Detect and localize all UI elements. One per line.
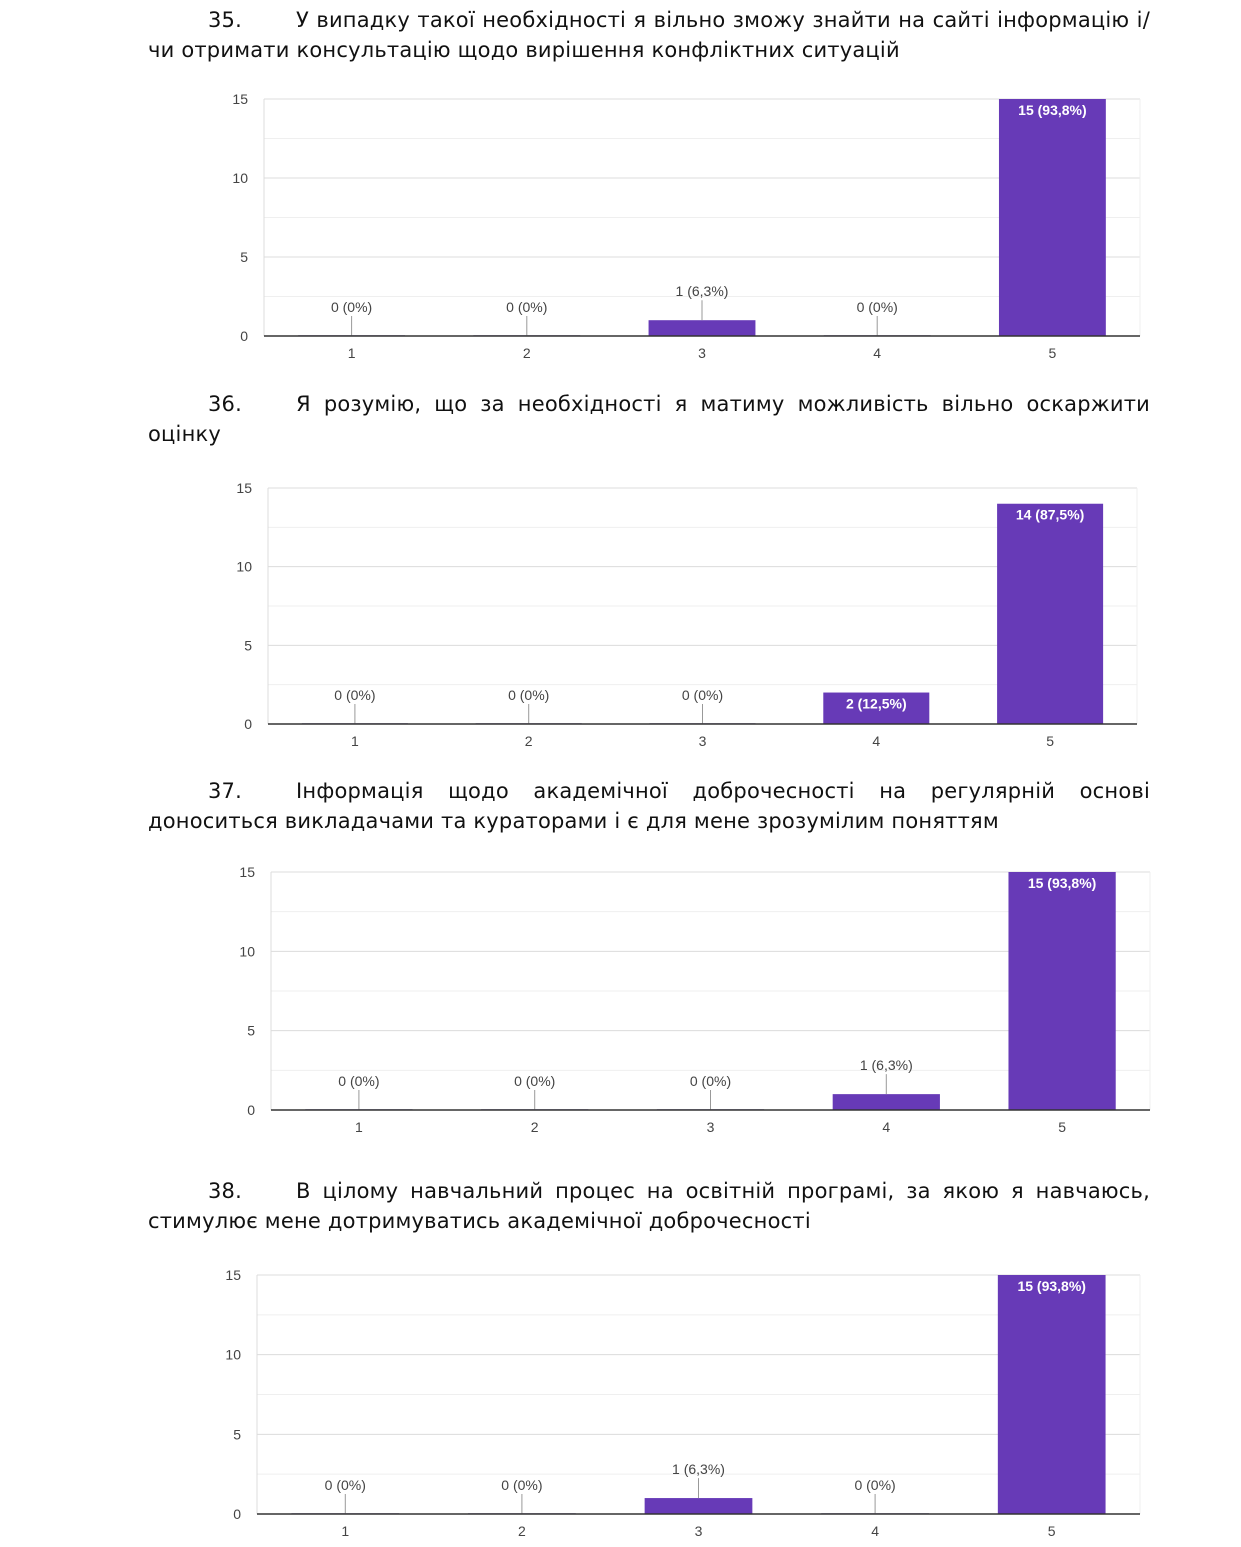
data-label: 15 (93,8%) bbox=[1018, 102, 1086, 118]
question-number: 38. bbox=[208, 1179, 242, 1203]
data-label: 0 (0%) bbox=[690, 1073, 731, 1089]
x-tick-label: 5 bbox=[1048, 1523, 1056, 1539]
x-tick-label: 3 bbox=[707, 1119, 715, 1135]
x-tick-label: 4 bbox=[882, 1119, 890, 1135]
data-label: 0 (0%) bbox=[854, 1477, 895, 1493]
data-label: 0 (0%) bbox=[331, 299, 372, 315]
y-tick-label: 5 bbox=[247, 1023, 255, 1039]
data-label: 0 (0%) bbox=[514, 1073, 555, 1089]
data-label: 0 (0%) bbox=[334, 687, 375, 703]
data-label: 0 (0%) bbox=[508, 687, 549, 703]
question-number: 36. bbox=[208, 392, 242, 416]
bar-4 bbox=[823, 692, 930, 724]
bar-chart-35: 0 5 10 15 0 (0%) 1 0 (0%) 2 1 (6,3%) 3 0 (0%) 4 15 (… bbox=[232, 91, 1141, 361]
y-tick-label: 5 bbox=[233, 1426, 241, 1442]
question-36: 36. Я розумію, що за необхідності я матим… bbox=[148, 389, 1150, 449]
bar-chart-36: 0 5 10 15 0 (0%) 1 0 (0%) 2 0 (0%) 3 2 (12,5%) 4 14 … bbox=[236, 480, 1138, 749]
y-tick-label: 0 bbox=[247, 1102, 255, 1118]
data-label: 0 (0%) bbox=[325, 1477, 366, 1493]
bar-chart-38: 0 5 10 15 0 (0%) 1 0 (0%) 2 1 (6,3%) 3 0 (0%) 4 15 (… bbox=[225, 1267, 1141, 1539]
x-tick-label: 1 bbox=[348, 345, 356, 361]
bar-5 bbox=[997, 1275, 1106, 1514]
question-37: 37. Інформація щодо академічної доброчесн… bbox=[148, 776, 1150, 836]
x-tick-label: 4 bbox=[872, 733, 880, 749]
bar-3 bbox=[644, 1498, 753, 1514]
x-tick-label: 1 bbox=[341, 1523, 349, 1539]
x-tick-label: 5 bbox=[1049, 345, 1057, 361]
x-tick-label: 3 bbox=[695, 1523, 703, 1539]
x-tick-label: 5 bbox=[1046, 733, 1054, 749]
y-tick-label: 15 bbox=[236, 480, 252, 496]
y-tick-label: 0 bbox=[233, 1506, 241, 1522]
question-number: 35. bbox=[208, 8, 242, 32]
y-tick-label: 15 bbox=[232, 91, 248, 107]
x-tick-label: 4 bbox=[873, 345, 881, 361]
x-tick-label: 2 bbox=[525, 733, 533, 749]
y-tick-label: 10 bbox=[232, 170, 248, 186]
bar-5 bbox=[997, 503, 1104, 724]
y-tick-label: 0 bbox=[244, 716, 252, 732]
data-label: 1 (6,3%) bbox=[676, 283, 729, 299]
y-tick-label: 5 bbox=[240, 249, 248, 265]
x-tick-label: 3 bbox=[698, 345, 706, 361]
data-label: 0 (0%) bbox=[338, 1073, 379, 1089]
data-label: 15 (93,8%) bbox=[1017, 1278, 1085, 1294]
x-tick-label: 1 bbox=[355, 1119, 363, 1135]
bar-4 bbox=[832, 1094, 940, 1110]
data-label: 2 (12,5%) bbox=[846, 696, 907, 712]
data-label: 14 (87,5%) bbox=[1016, 507, 1084, 523]
data-label: 0 (0%) bbox=[501, 1477, 542, 1493]
bar-chart-37: 0 5 10 15 0 (0%) 1 0 (0%) 2 0 (0%) 3 1 (6,3%) 4 15 (… bbox=[239, 864, 1151, 1135]
data-label: 0 (0%) bbox=[857, 299, 898, 315]
x-tick-label: 2 bbox=[518, 1523, 526, 1539]
data-label: 0 (0%) bbox=[682, 687, 723, 703]
x-tick-label: 2 bbox=[523, 345, 531, 361]
y-tick-label: 15 bbox=[225, 1267, 241, 1283]
bar-5 bbox=[1008, 872, 1116, 1110]
data-label: 1 (6,3%) bbox=[860, 1057, 913, 1073]
question-text: В цілому навчальний процес на освітній п… bbox=[148, 1179, 1150, 1233]
x-tick-label: 2 bbox=[531, 1119, 539, 1135]
x-tick-label: 5 bbox=[1058, 1119, 1066, 1135]
question-38: 38. В цілому навчальний процес на освітні… bbox=[148, 1176, 1150, 1236]
question-number: 37. bbox=[208, 779, 242, 803]
bar-5 bbox=[998, 99, 1106, 336]
y-tick-label: 0 bbox=[240, 328, 248, 344]
bar-3 bbox=[648, 320, 756, 336]
x-tick-label: 3 bbox=[699, 733, 707, 749]
data-label: 1 (6,3%) bbox=[672, 1461, 725, 1477]
question-text: Я розумію, що за необхідності я матиму м… bbox=[148, 392, 1150, 446]
x-tick-label: 1 bbox=[351, 733, 359, 749]
data-label: 15 (93,8%) bbox=[1028, 875, 1096, 891]
y-tick-label: 10 bbox=[239, 943, 255, 959]
question-text: Інформація щодо академічної доброчесност… bbox=[148, 779, 1150, 833]
y-tick-label: 5 bbox=[244, 637, 252, 653]
question-35: 35. У випадку такої необхідності я вільно… bbox=[148, 5, 1150, 65]
y-tick-label: 10 bbox=[236, 559, 252, 575]
x-tick-label: 4 bbox=[871, 1523, 879, 1539]
y-tick-label: 10 bbox=[225, 1347, 241, 1363]
y-tick-label: 15 bbox=[239, 864, 255, 880]
data-label: 0 (0%) bbox=[506, 299, 547, 315]
question-text: У випадку такої необхідності я вільно зм… bbox=[148, 8, 1150, 62]
